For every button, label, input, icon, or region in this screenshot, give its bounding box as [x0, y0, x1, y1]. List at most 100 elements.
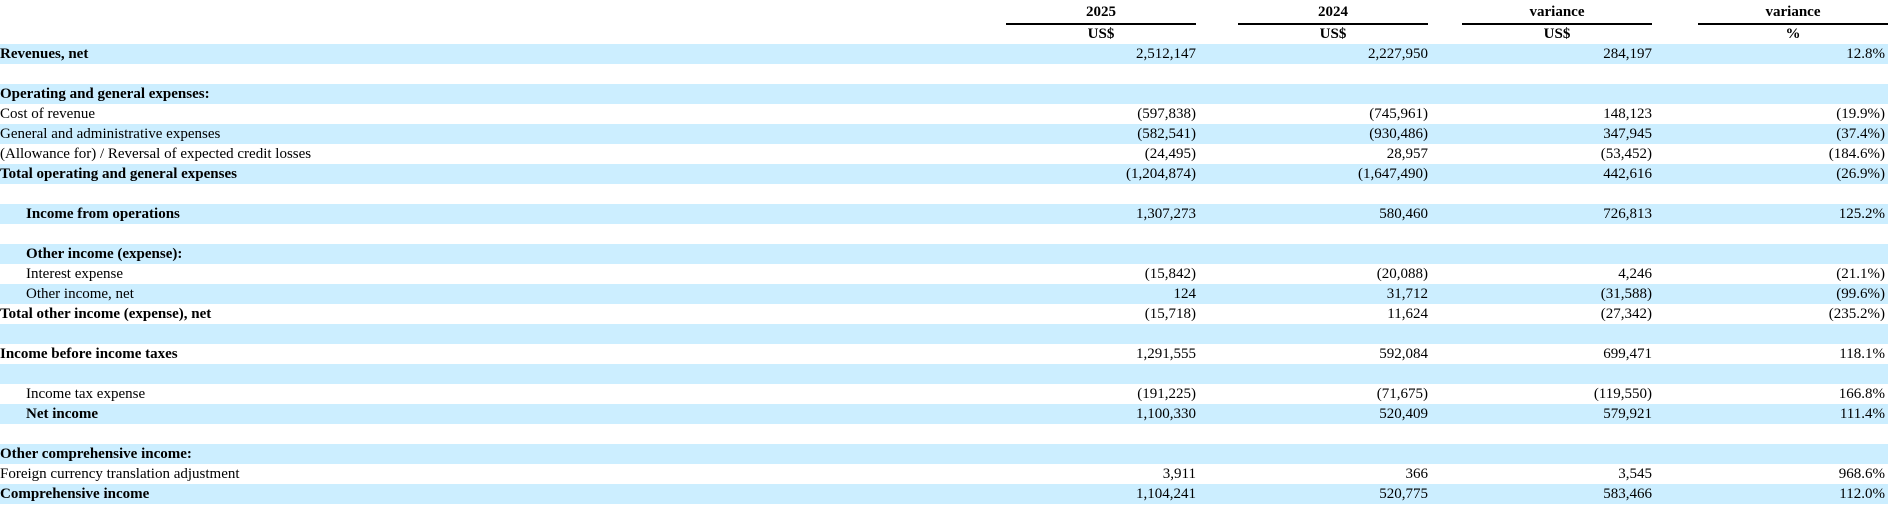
value-2024	[1238, 244, 1428, 264]
spacer-row	[0, 364, 1888, 384]
row-label: Foreign currency translation adjustment	[0, 466, 240, 482]
header-spacer	[0, 2, 1006, 24]
value-2025: (15,842)	[1144, 266, 1196, 282]
value-2025: 2,512,147	[1136, 46, 1196, 62]
column-gap	[1428, 484, 1462, 504]
value-variance-usd	[1462, 244, 1652, 264]
value-variance-usd	[1462, 84, 1652, 104]
column-gap	[1428, 264, 1462, 284]
spacer-row	[0, 424, 1888, 444]
column-gap	[1428, 244, 1462, 264]
spacer-row	[0, 64, 1888, 84]
row-label: Interest expense	[26, 266, 124, 282]
value-2024: 592,084	[1379, 346, 1428, 362]
value-2025: (597,838)	[1137, 106, 1196, 122]
value-variance-usd: 699,471	[1603, 346, 1652, 362]
column-gap	[1428, 164, 1462, 184]
column-gap	[1196, 304, 1238, 324]
column-gap	[1652, 44, 1698, 64]
table-row: Comprehensive income 1,104,241 520,775 5…	[0, 484, 1888, 504]
table-row: Total other income (expense), net (15,71…	[0, 304, 1888, 324]
header-2025: 2025	[1006, 2, 1196, 25]
table-row: (Allowance for) / Reversal of expected c…	[0, 144, 1888, 164]
column-gap	[1428, 44, 1462, 64]
column-gap	[1652, 444, 1698, 464]
value-2024: 520,775	[1379, 486, 1428, 502]
value-2025	[1006, 84, 1196, 104]
column-gap	[1428, 144, 1462, 164]
unit-2024: US$	[1319, 26, 1347, 42]
value-variance-pct	[1698, 84, 1888, 104]
value-2024	[1238, 444, 1428, 464]
value-2025: 3,911	[1162, 466, 1196, 482]
row-label: Total other income (expense), net	[0, 306, 212, 322]
column-gap	[1428, 124, 1462, 144]
spacer-row	[0, 224, 1888, 244]
column-gap	[1652, 244, 1698, 264]
value-variance-usd: 3,545	[1618, 466, 1652, 482]
value-2024: 28,957	[1386, 146, 1428, 162]
row-label: Operating and general expenses:	[0, 86, 210, 102]
unit-2025: US$	[1087, 26, 1115, 42]
header-row-years: 2025 2024 variance variance	[0, 2, 1888, 25]
column-gap	[1428, 304, 1462, 324]
column-gap	[1196, 2, 1238, 24]
value-variance-usd: 347,945	[1603, 126, 1652, 142]
table-row: Other income, net 124 31,712 (31,588) (9…	[0, 284, 1888, 304]
table-row: Revenues, net 2,512,147 2,227,950 284,19…	[0, 44, 1888, 64]
spacer-row	[0, 184, 1888, 204]
table-row: Other income (expense):	[0, 244, 1888, 264]
column-gap	[1652, 164, 1698, 184]
value-variance-usd: 4,246	[1618, 266, 1652, 282]
header-row-units: US$ US$ US$ %	[0, 24, 1888, 44]
unit-variance-usd: US$	[1543, 26, 1571, 42]
value-variance-pct: (26.9%)	[1836, 166, 1885, 182]
column-gap	[1652, 104, 1698, 124]
value-variance-usd: (53,452)	[1600, 146, 1652, 162]
value-variance-usd: 726,813	[1603, 206, 1652, 222]
value-variance-pct: 968.6%	[1838, 466, 1885, 482]
column-gap	[1196, 264, 1238, 284]
value-2025	[1006, 444, 1196, 464]
table-row: Cost of revenue (597,838) (745,961) 148,…	[0, 104, 1888, 124]
table-row: Income before income taxes 1,291,555 592…	[0, 344, 1888, 364]
value-2024	[1238, 84, 1428, 104]
column-gap	[1196, 244, 1238, 264]
value-2024: 580,460	[1379, 206, 1428, 222]
spacer-cell	[0, 224, 1888, 244]
value-variance-pct: 166.8%	[1838, 386, 1885, 402]
table-row: Income tax expense (191,225) (71,675) (1…	[0, 384, 1888, 404]
value-variance-pct: (21.1%)	[1836, 266, 1885, 282]
column-gap	[1196, 384, 1238, 404]
value-2025: 1,104,241	[1136, 486, 1196, 502]
value-2024: 11,624	[1387, 306, 1428, 322]
value-2025: (191,225)	[1137, 386, 1196, 402]
value-variance-pct: 112.0%	[1839, 486, 1885, 502]
value-2025: (24,495)	[1144, 146, 1196, 162]
spacer-cell	[0, 424, 1888, 444]
column-gap	[1652, 204, 1698, 224]
table-row: Other comprehensive income:	[0, 444, 1888, 464]
column-gap	[1652, 124, 1698, 144]
value-variance-usd: (31,588)	[1600, 286, 1652, 302]
value-variance-pct: 118.1%	[1839, 346, 1885, 362]
header-variance-pct: variance	[1698, 2, 1888, 25]
row-label: Total operating and general expenses	[0, 166, 237, 182]
value-2025: (582,541)	[1137, 126, 1196, 142]
column-gap	[1652, 464, 1698, 484]
value-2025	[1006, 244, 1196, 264]
value-variance-pct: (37.4%)	[1836, 126, 1885, 142]
row-label: (Allowance for) / Reversal of expected c…	[0, 146, 312, 162]
value-variance-pct: (99.6%)	[1836, 286, 1885, 302]
row-label: Income from operations	[26, 206, 180, 222]
header-2024: 2024	[1238, 2, 1428, 25]
value-2024: 366	[1405, 466, 1429, 482]
column-gap	[1652, 344, 1698, 364]
column-gap	[1196, 404, 1238, 424]
value-variance-usd: (27,342)	[1600, 306, 1652, 322]
value-2025: 1,307,273	[1136, 206, 1196, 222]
income-statement-table: 2025 2024 variance variance US$ US$ US$ …	[0, 2, 1888, 504]
row-label: Cost of revenue	[0, 106, 95, 122]
row-label: Other income (expense):	[26, 246, 183, 262]
column-gap	[1196, 24, 1238, 44]
